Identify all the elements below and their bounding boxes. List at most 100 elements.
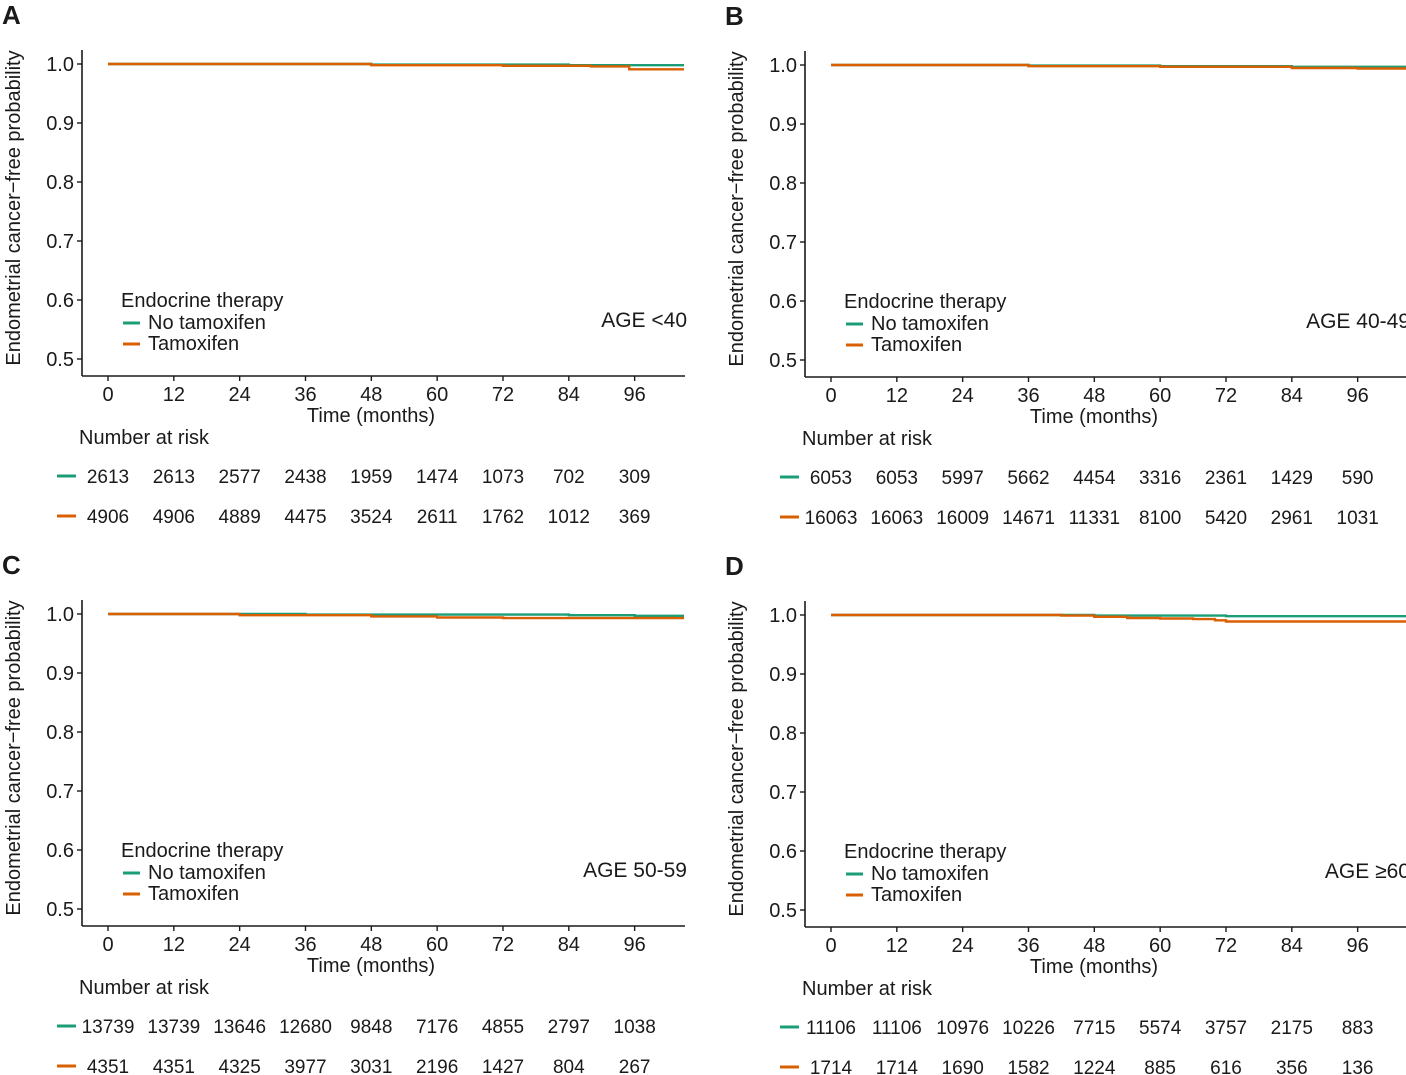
y-tick-label: 0.9 [46,663,74,685]
y-tick-label: 1.0 [46,604,74,626]
x-tick-label: 84 [558,384,580,406]
curve-tamoxifen [831,613,1406,623]
y-tick-label: 0.5 [46,349,74,371]
risk-count: 1429 [1271,468,1313,489]
risk-count: 4351 [87,1057,129,1075]
risk-count: 13739 [147,1017,200,1038]
age-label: AGE 40-49 [1306,310,1406,333]
risk-count: 4906 [153,507,195,528]
x-tick-label: 0 [102,384,113,406]
curve-tamoxifen [108,612,684,620]
y-tick-label: 0.6 [769,841,797,863]
x-tick-label: 0 [825,385,836,407]
risk-count: 2611 [417,507,458,528]
risk-count: 4454 [1073,468,1116,489]
y-tick-label: 0.7 [769,782,797,804]
y-axis-title: Endometrial cancer−free probability [726,51,748,366]
legend-label: No tamoxifen [148,862,266,884]
x-tick-label: 84 [1281,385,1303,407]
risk-count: 6053 [810,468,852,489]
x-tick-label: 24 [952,385,974,407]
x-tick-label: 60 [426,384,448,406]
x-tick-label: 12 [886,935,908,957]
x-tick-label: 48 [360,934,382,956]
risk-count: 369 [619,507,651,528]
x-tick-label: 48 [1083,935,1105,957]
risk-table-title: Number at risk [802,978,933,1000]
risk-count: 616 [1210,1058,1242,1075]
risk-count: 5997 [942,468,984,489]
risk-count: 13739 [82,1017,135,1038]
risk-count: 12680 [279,1017,332,1038]
y-tick-label: 0.9 [769,114,797,136]
risk-count: 4906 [87,507,129,528]
y-tick-label: 0.8 [46,722,74,744]
y-tick-label: 0.6 [46,840,74,862]
x-tick-label: 12 [163,934,185,956]
x-tick-label: 96 [1347,935,1369,957]
risk-count: 1038 [614,1017,656,1038]
y-tick-label: 0.9 [46,113,74,135]
risk-count: 16063 [870,508,923,529]
y-tick-label: 0.8 [46,172,74,194]
risk-count: 136 [1342,1058,1374,1075]
x-tick-label: 24 [229,384,251,406]
risk-count: 10226 [1002,1018,1055,1039]
risk-count: 309 [619,467,651,488]
risk-count: 4325 [219,1057,261,1075]
risk-count: 4475 [284,507,326,528]
x-tick-label: 72 [492,384,514,406]
risk-count: 702 [553,467,585,488]
panel-label: C [2,550,21,580]
legend-label: Tamoxifen [871,884,962,906]
risk-count: 7176 [416,1017,458,1038]
legend-label: No tamoxifen [871,863,989,885]
risk-table-title: Number at risk [802,428,933,450]
risk-count: 267 [619,1057,651,1075]
x-tick-label: 84 [1281,935,1303,957]
age-label: AGE ≥60 [1325,860,1406,883]
risk-count: 11106 [872,1018,922,1039]
risk-count: 2175 [1271,1018,1313,1039]
risk-count: 1762 [482,507,524,528]
x-tick-label: 36 [1017,385,1039,407]
panel-b: B Endometrial cancer−free probability 0.5 0… [725,1,1406,529]
x-tick-label: 84 [558,934,580,956]
x-tick-label: 36 [294,384,316,406]
y-tick-label: 0.5 [46,899,74,921]
x-tick-label: 0 [825,935,836,957]
risk-count: 5574 [1139,1018,1182,1039]
risk-count: 4855 [482,1017,524,1038]
risk-count: 16063 [805,508,858,529]
risk-count: 14671 [1002,508,1055,529]
legend-title: Endocrine therapy [121,840,283,862]
risk-count: 10976 [936,1018,989,1039]
y-axis-title: Endometrial cancer−free probability [3,600,25,915]
x-tick-label: 36 [1017,935,1039,957]
x-tick-label: 48 [360,384,382,406]
risk-count: 804 [553,1057,585,1075]
risk-count: 2361 [1205,468,1247,489]
y-tick-label: 0.7 [46,781,74,803]
curve-tamoxifen [108,62,684,71]
risk-count: 2797 [548,1017,590,1038]
y-tick-label: 0.5 [769,900,797,922]
risk-count: 3977 [284,1057,326,1075]
y-tick-label: 1.0 [769,605,797,627]
y-tick-label: 0.6 [46,290,74,312]
risk-table-title: Number at risk [79,427,210,449]
x-axis-title: Time (months) [1030,956,1158,978]
legend-label: No tamoxifen [148,312,266,334]
x-tick-label: 0 [102,934,113,956]
risk-count: 5662 [1007,468,1049,489]
x-axis-title: Time (months) [307,955,435,977]
risk-count: 2613 [153,467,195,488]
y-axis-title: Endometrial cancer−free probability [726,601,748,916]
risk-count: 9848 [350,1017,392,1038]
risk-count: 8100 [1139,508,1181,529]
x-tick-label: 60 [1149,935,1171,957]
y-tick-label: 0.8 [769,173,797,195]
legend-label: Tamoxifen [871,334,962,356]
y-tick-label: 1.0 [769,55,797,77]
